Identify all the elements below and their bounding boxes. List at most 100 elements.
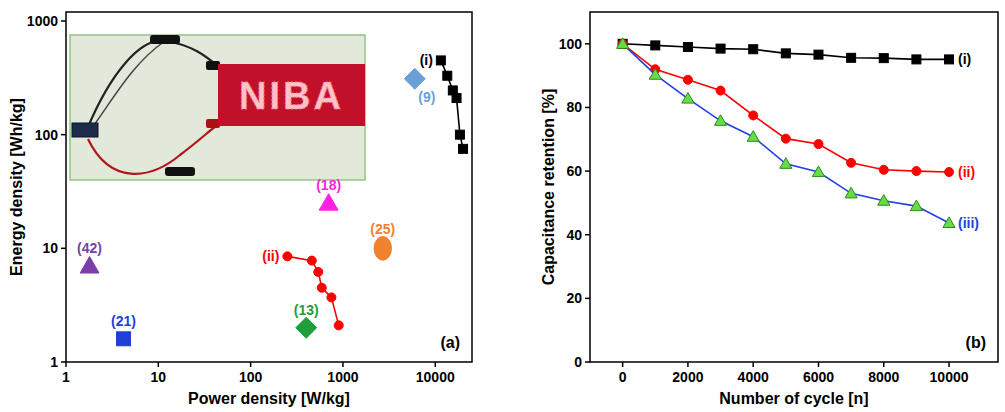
x-tick-label: 8000 (868, 369, 899, 385)
led-panel (218, 64, 365, 126)
marker (749, 111, 758, 120)
series-label: (iii) (958, 215, 979, 231)
y-tick-label: 100 (559, 36, 583, 52)
series-labels: (i) (ii) (iii) (958, 51, 979, 231)
x-axis-title: Number of cycle [n] (719, 390, 868, 407)
series-label: (i) (958, 51, 971, 67)
series-label: (i) (420, 52, 433, 68)
x-tick-label: 100 (239, 369, 263, 385)
panel-label: (a) (440, 334, 460, 351)
marker (683, 43, 692, 52)
marker (327, 293, 336, 302)
clip (206, 61, 220, 70)
clip (165, 167, 195, 176)
plot-data (80, 56, 467, 346)
inset-photo: NIBA (70, 35, 365, 180)
series-line (623, 44, 949, 60)
x-tick-label: 10 (151, 369, 167, 385)
marker (781, 49, 790, 58)
marker (80, 257, 99, 273)
series-label: (42) (77, 240, 102, 256)
x-tick-label: 2000 (672, 369, 703, 385)
x-tick-label: 0 (619, 369, 627, 385)
marker (334, 321, 343, 330)
marker (455, 130, 464, 139)
x-tick-label: 10000 (930, 369, 969, 385)
y-tick-label: 1000 (27, 13, 58, 29)
marker (879, 54, 888, 63)
marker (878, 195, 890, 206)
marker (617, 38, 629, 49)
marker (912, 167, 921, 176)
y-axis-title: Energy density [Wh/kg] (8, 98, 25, 276)
marker (847, 158, 856, 167)
wire (88, 123, 220, 174)
marker (649, 69, 661, 80)
y-tick-label: 100 (35, 127, 59, 143)
y-tick-label: 60 (566, 163, 582, 179)
marker (682, 92, 694, 103)
y-axis-title: Capacitance retention [%] (540, 89, 557, 285)
marker (847, 53, 856, 62)
series-label: (21) (111, 313, 136, 329)
marker (812, 166, 824, 177)
y-tick-label: 1 (50, 354, 58, 370)
clip (150, 35, 180, 44)
marker (436, 56, 445, 65)
y-tick-label: 80 (566, 99, 582, 115)
marker (716, 86, 725, 95)
x-tick-label: 10000 (416, 369, 455, 385)
series-labels: (i)(ii)(9)(18)(42)(21)(13)(25) (77, 52, 435, 328)
series-line (623, 44, 949, 223)
wire (88, 41, 165, 133)
marker (814, 50, 823, 59)
marker (374, 236, 391, 260)
marker (814, 140, 823, 149)
marker (314, 267, 323, 276)
marker (683, 75, 692, 84)
cell (72, 123, 98, 137)
marker (910, 200, 922, 211)
marker (945, 55, 954, 64)
marker (747, 131, 759, 142)
marker (117, 332, 131, 346)
figure: 1101001000100001101001000Power density [… (0, 0, 1005, 412)
inset-frame (70, 35, 365, 180)
marker (879, 165, 888, 174)
axes: 1101001000100001101001000Power density [… (8, 13, 455, 407)
marker (296, 317, 317, 338)
marker (452, 94, 461, 103)
marker (459, 144, 468, 153)
marker (651, 41, 660, 50)
marker (283, 252, 292, 261)
marker (443, 71, 452, 80)
marker (319, 194, 338, 210)
marker (714, 115, 726, 126)
clip (206, 119, 220, 128)
series-line (623, 44, 949, 172)
marker (716, 44, 725, 53)
marker (317, 283, 326, 292)
marker (781, 134, 790, 143)
marker (845, 187, 857, 198)
series-label: (13) (294, 302, 319, 318)
y-tick-label: 0 (574, 354, 582, 370)
marker (943, 217, 955, 228)
axes: 0200040006000800010000020406080100Number… (540, 36, 969, 407)
x-tick-label: 6000 (803, 369, 834, 385)
marker (307, 256, 316, 265)
marker (912, 55, 921, 64)
wire (88, 41, 220, 127)
series-label: (18) (316, 177, 341, 193)
series-line (287, 256, 338, 325)
plot-data (617, 38, 956, 228)
marker (780, 158, 792, 169)
series-label: (9) (418, 89, 435, 105)
inset-text: NIBA (239, 75, 344, 117)
x-axis-title: Power density [W/kg] (188, 390, 350, 407)
marker (749, 45, 758, 54)
marker (945, 168, 954, 177)
y-tick-label: 40 (566, 227, 582, 243)
y-tick-label: 20 (566, 290, 582, 306)
series-label: (ii) (958, 164, 975, 180)
